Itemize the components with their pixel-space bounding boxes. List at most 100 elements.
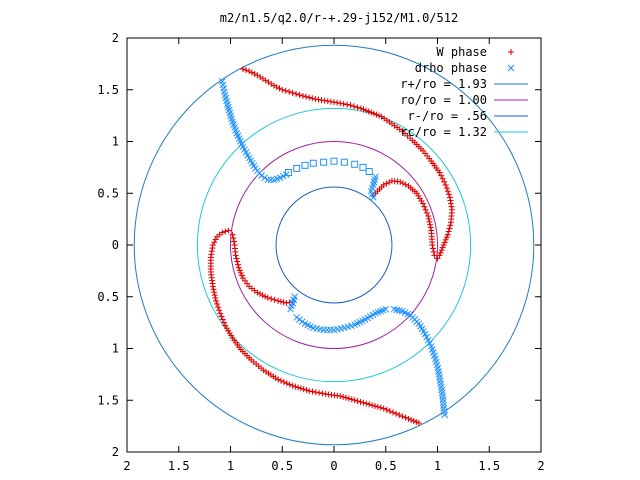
point-s0-57-fill-3 (316, 389, 323, 396)
legend-label-4: r-/ro = .56 (408, 109, 487, 123)
point-s1-25-fill-3 (431, 352, 438, 360)
point-s1-38-fill-3 (359, 317, 366, 325)
point-s0-24-fill-1 (447, 222, 454, 229)
point-s0-7-fill-1 (303, 93, 310, 100)
point-s0-0-fill-1 (243, 67, 250, 74)
point-s0-34-fill-3 (407, 184, 414, 191)
point-s0-9-fill-2 (331, 99, 337, 106)
point-s0-25 (444, 231, 451, 238)
point-s0-47-fill-2 (211, 289, 218, 296)
point-s0-48-fill-3 (216, 307, 223, 314)
point-s0-23-fill-3 (448, 216, 455, 223)
point-s0-4-fill-2 (276, 85, 283, 92)
point-s1-26-fill-3 (434, 364, 442, 372)
point-s0-69-fill-1 (236, 267, 243, 274)
y-tick-label-4: 0 (112, 238, 119, 252)
point-s0-11-fill-2 (354, 104, 361, 111)
y-tick-label-6: 1 (112, 342, 119, 356)
point-s0-73-fill-1 (268, 295, 275, 302)
circle-2 (275, 186, 393, 304)
point-s0-57-fill-2 (312, 389, 319, 396)
point-s0-20-fill-1 (438, 172, 445, 179)
point-s0-22-fill-1 (447, 197, 454, 204)
point-s0-3-fill-2 (268, 80, 275, 87)
point-s0-27 (436, 252, 443, 259)
point-s0-63 (393, 410, 400, 417)
point-s0-49 (217, 310, 224, 317)
point-s0-26 (440, 242, 447, 248)
point-s0-5-fill-1 (282, 87, 289, 94)
point-s0-46-fill-4 (209, 280, 216, 287)
point-s0-52-fill-4 (246, 354, 253, 361)
x-tick-label-0: 2 (123, 459, 130, 473)
point-s0-22-fill-3 (448, 203, 455, 210)
y-tick-label-1: 1.5 (97, 83, 119, 97)
point-s2-0 (284, 169, 292, 177)
x-tick-label-8: 2 (537, 459, 544, 473)
point-s1-35-fill-2 (327, 326, 334, 334)
point-s0-31-fill-1 (427, 224, 434, 231)
legend-label-2: r+/ro = 1.93 (400, 77, 487, 91)
point-s0-64-fill-2 (410, 417, 417, 424)
point-s0-1-fill-2 (251, 70, 258, 77)
point-s0-30-fill-4 (428, 230, 435, 237)
point-s0-41-fill-1 (222, 228, 229, 235)
point-s0-51-fill-4 (236, 344, 243, 351)
point-s1-23-fill-3 (420, 328, 427, 335)
chart-title: m2/n1.5/q2.0/r-+.29-j152/M1.0/512 (220, 11, 458, 25)
legend: W phase drho phase r+/ro = 1.93 ro/ro = 1.0… (400, 45, 528, 139)
point-s2-5 (330, 157, 338, 165)
point-s0-13-fill-2 (373, 111, 380, 118)
point-s0-44 (209, 242, 216, 248)
point-s1-9-fill-1 (267, 176, 275, 184)
point-s0-56-fill-3 (297, 385, 304, 392)
point-s0-50-fill-4 (228, 332, 235, 339)
y-tick-label-7: 1.5 (97, 393, 119, 407)
point-s0-72-fill-1 (256, 290, 263, 297)
point-s0-48 (213, 297, 220, 304)
point-s0-1-fill-1 (248, 69, 255, 76)
point-s0-59-fill-2 (343, 394, 350, 401)
point-s2-8 (359, 163, 367, 171)
point-s1-35-fill-1 (323, 326, 331, 334)
point-s1-39-fill-3 (369, 311, 377, 319)
point-s1-40-fill-3 (379, 306, 387, 314)
point-s1-33-fill-2 (307, 323, 314, 330)
point-s0-66-fill-1 (230, 235, 237, 242)
point-s0-33-fill-3 (415, 192, 422, 199)
point-s1-2-fill-4 (227, 112, 235, 120)
point-s0-56-fill-2 (295, 384, 302, 391)
y-tick-label-8: 2 (112, 445, 119, 459)
x-tick-label-1: 1.5 (168, 459, 190, 473)
point-s0-10 (337, 100, 344, 107)
point-s0-20-fill-3 (441, 178, 448, 185)
point-s0-43-fill-2 (211, 239, 218, 246)
point-s0-60-fill-2 (357, 398, 364, 405)
point-s0-61-fill-4 (377, 404, 384, 411)
point-s0-60-fill-1 (354, 398, 361, 405)
legend-sample-0 (508, 49, 514, 55)
point-s1-24-fill-3 (426, 339, 434, 347)
point-s0-2-fill-2 (259, 75, 266, 82)
point-s0-0 (239, 66, 246, 73)
point-s0-56-fill-4 (300, 386, 307, 393)
point-s0-21-fill-1 (443, 185, 450, 192)
point-s0-17-fill-4 (417, 145, 424, 152)
point-s1-29-fill-3 (440, 402, 447, 409)
point-s1-4-fill-4 (238, 140, 246, 148)
point-s0-64-fill-1 (408, 416, 415, 423)
x-tick-label-6: 1 (434, 459, 441, 473)
point-s0-69-fill-3 (238, 272, 245, 279)
point-s0-57-fill-4 (319, 390, 326, 397)
point-s1-1-fill-3 (223, 97, 230, 105)
point-s1-0-fill-2 (220, 85, 227, 92)
point-s0-68-fill-3 (235, 261, 242, 268)
x-tick-label-7: 1.5 (478, 459, 500, 473)
point-s1-27-fill-3 (436, 377, 444, 384)
point-s0-60-fill-3 (360, 399, 367, 406)
point-s0-22-fill-2 (447, 200, 454, 207)
point-s0-4-fill-1 (273, 83, 280, 90)
point-s0-56-fill-1 (292, 383, 299, 390)
point-s2-4 (320, 158, 328, 166)
point-s0-6-fill-2 (296, 91, 303, 98)
